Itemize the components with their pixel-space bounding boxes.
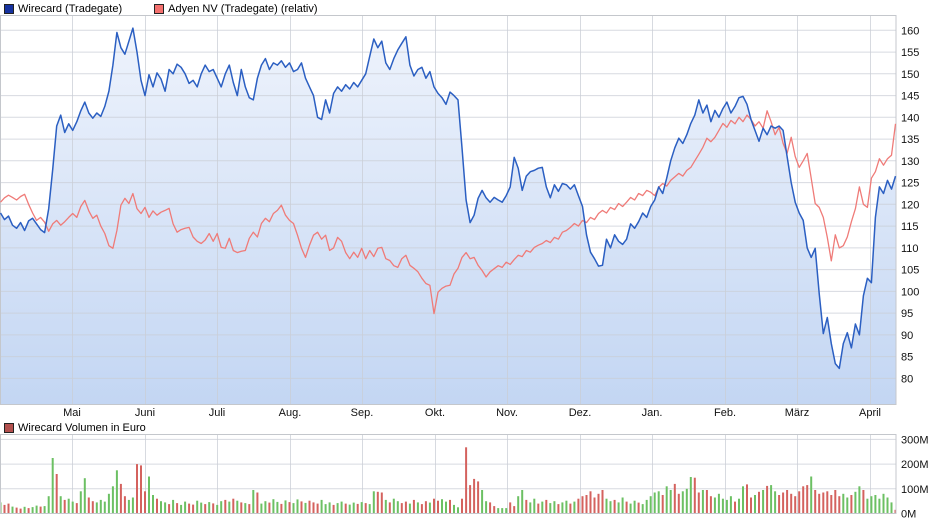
wirecard-area-fill — [0, 28, 896, 405]
svg-text:Juni: Juni — [135, 407, 155, 419]
wirecard-swatch-icon — [4, 3, 14, 14]
volume-bars — [0, 447, 897, 514]
svg-text:110: 110 — [901, 243, 919, 255]
legend-item-volume: Wirecard Volumen in Euro — [4, 422, 146, 434]
svg-text:Okt.: Okt. — [425, 407, 445, 419]
adyen-line — [0, 110, 897, 315]
wirecard-legend-label: Wirecard (Tradegate) — [18, 2, 123, 15]
svg-text:0M: 0M — [901, 509, 916, 521]
svg-text:85: 85 — [901, 352, 913, 364]
x-axis-labels: Mai Juni Juli Aug. Sep. Okt. Nov. Dez. Jan. Feb. M… — [63, 407, 881, 419]
volume-swatch-icon — [4, 422, 14, 433]
svg-text:125: 125 — [901, 178, 919, 190]
adyen-swatch-icon — [154, 3, 165, 14]
svg-text:Feb.: Feb. — [714, 407, 736, 419]
svg-text:Aug.: Aug. — [279, 407, 302, 419]
svg-text:300M: 300M — [901, 434, 929, 446]
svg-text:95: 95 — [901, 308, 913, 320]
svg-text:115: 115 — [901, 221, 919, 233]
svg-text:März: März — [785, 407, 809, 419]
volume-chart-legend: Wirecard Volumen in Euro — [4, 421, 146, 434]
legend-item-wirecard: Wirecard (Tradegate) — [4, 3, 122, 15]
price-plot-frame — [0, 15, 897, 405]
svg-text:130: 130 — [901, 156, 919, 168]
svg-text:155: 155 — [901, 47, 919, 59]
svg-text:150: 150 — [901, 69, 919, 81]
svg-text:Sep.: Sep. — [351, 407, 374, 419]
volume-y-axis-labels: 0M 100M 200M 300M — [901, 434, 929, 520]
svg-text:Juli: Juli — [209, 407, 226, 419]
price-chart-legend: Wirecard (Tradegate) Adyen NV (Tradegate… — [4, 2, 318, 15]
svg-text:Dez.: Dez. — [569, 407, 592, 419]
svg-text:April: April — [859, 407, 881, 419]
volume-plot-frame — [0, 434, 897, 514]
svg-text:145: 145 — [901, 91, 919, 103]
svg-text:160: 160 — [901, 25, 919, 37]
svg-text:90: 90 — [901, 330, 913, 342]
volume-legend-label: Wirecard Volumen in Euro — [18, 421, 146, 434]
svg-text:Jan.: Jan. — [642, 407, 663, 419]
legend-item-adyen: Adyen NV (Tradegate) (relativ) — [154, 2, 318, 15]
svg-text:100M: 100M — [901, 484, 929, 496]
svg-text:105: 105 — [901, 265, 919, 277]
price-y-axis-labels: 80 85 90 95 100 105 110 115 120 125 130 135 140 145 15… — [901, 25, 919, 385]
volume-gridlines — [0, 434, 896, 514]
svg-text:Nov.: Nov. — [496, 407, 518, 419]
svg-text:120: 120 — [901, 199, 919, 211]
svg-text:140: 140 — [901, 112, 919, 124]
svg-text:135: 135 — [901, 134, 919, 146]
wirecard-line — [0, 27, 897, 370]
svg-text:80: 80 — [901, 373, 913, 385]
svg-text:200M: 200M — [901, 459, 929, 471]
adyen-legend-label: Adyen NV (Tradegate) (relativ) — [168, 2, 318, 15]
svg-text:100: 100 — [901, 286, 919, 298]
svg-text:Mai: Mai — [63, 407, 81, 419]
